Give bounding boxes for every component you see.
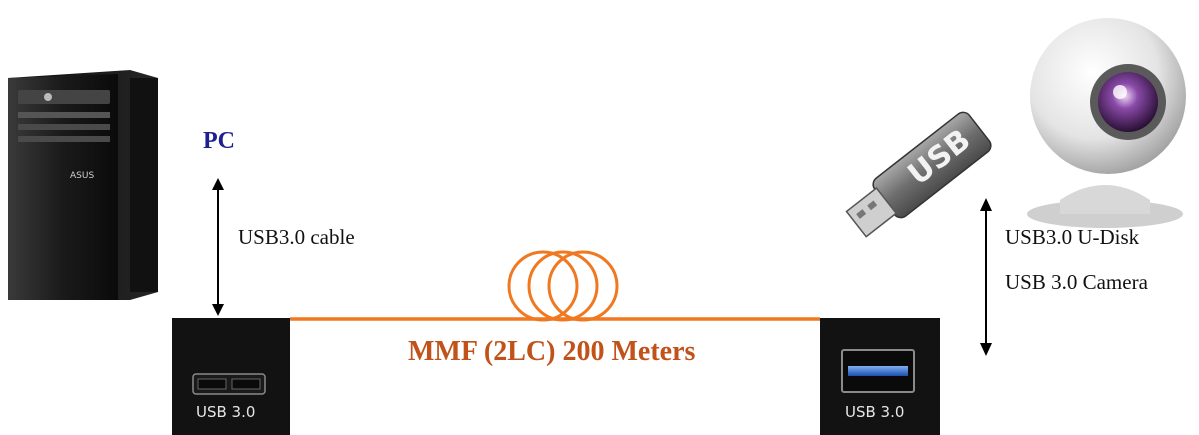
camera-label: USB 3.0 Camera <box>1005 270 1148 294</box>
right-port-label: USB 3.0 <box>845 403 905 421</box>
right-usb-module <box>820 318 940 435</box>
svg-text:ASUS: ASUS <box>70 171 94 181</box>
fiber-label: MMF (2LC) 200 Meters <box>408 336 696 367</box>
usb-stick-image <box>845 111 992 238</box>
device-cable-arrow <box>980 198 992 356</box>
left-usb-module <box>172 318 290 435</box>
cable-label: USB3.0 cable <box>238 225 355 249</box>
pc-tower-image: ASUS <box>8 70 158 300</box>
pc-cable-arrow <box>212 178 224 316</box>
fiber-cable <box>290 250 820 322</box>
pc-label: PC <box>203 128 235 154</box>
udisk-label: USB3.0 U-Disk <box>1005 225 1140 249</box>
webcam-image <box>1027 18 1186 228</box>
left-port-label: USB 3.0 <box>196 403 256 421</box>
